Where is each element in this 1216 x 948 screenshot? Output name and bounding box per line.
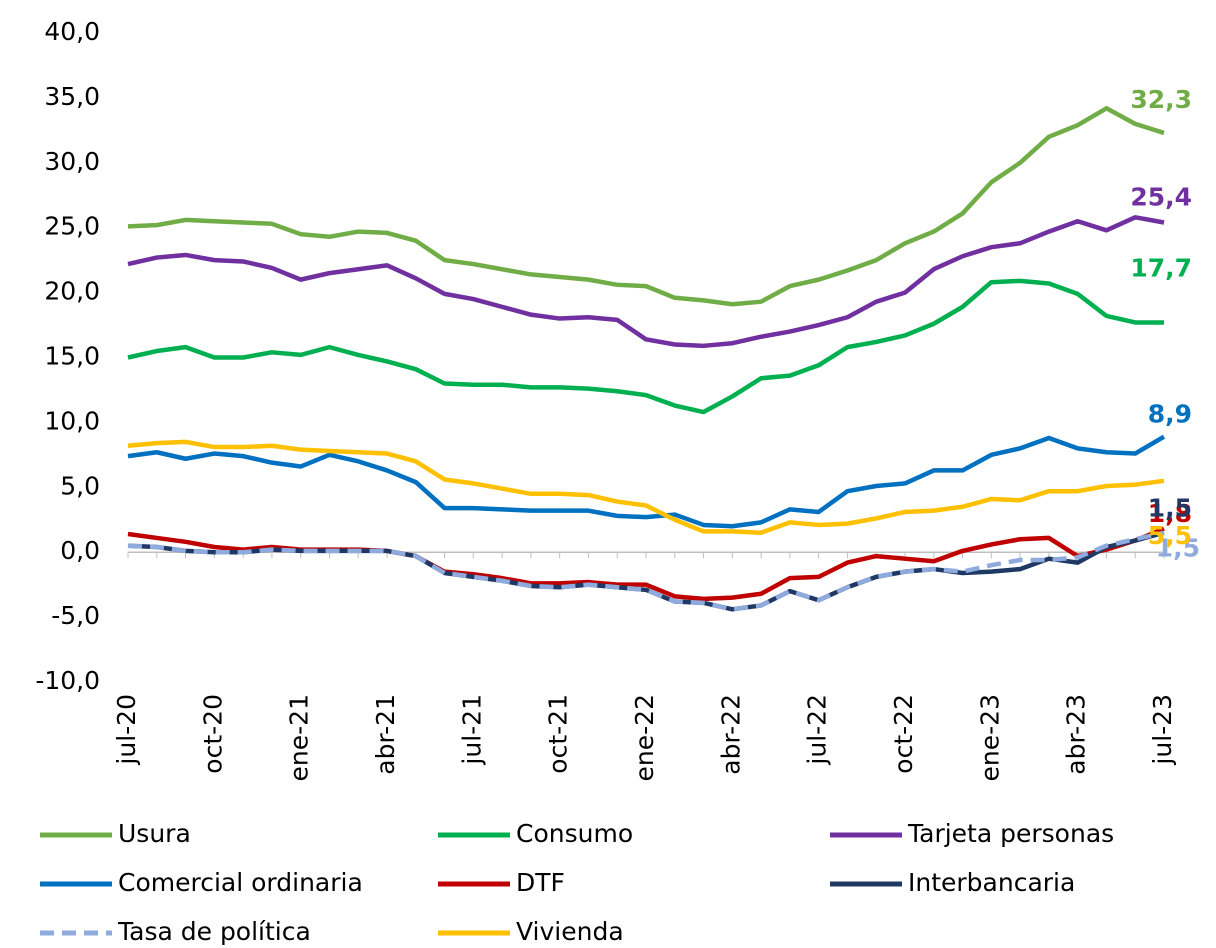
series-line — [127, 106, 1165, 307]
x-tick-label: oct-20 — [198, 694, 227, 774]
data-label: 1,5 — [1156, 534, 1200, 563]
x-tick-label: ene-21 — [285, 694, 314, 781]
series-line — [127, 530, 1165, 612]
x-tick-label: abr-22 — [716, 694, 745, 775]
legend-label: Comercial ordinaria — [118, 868, 363, 897]
x-tick-label: jul-22 — [803, 694, 832, 766]
legend-label: Tasa de política — [117, 917, 311, 946]
x-tick-label: jul-23 — [1148, 694, 1177, 766]
legend-label: Vivienda — [516, 917, 624, 946]
series-line — [127, 439, 1165, 535]
data-label: 25,4 — [1130, 183, 1192, 212]
data-label: 1,8 — [1148, 499, 1192, 528]
legend-label: Interbancaria — [908, 868, 1075, 897]
y-tick-label: -5,0 — [51, 601, 100, 630]
data-label: 8,9 — [1148, 400, 1192, 429]
data-label: 5,5 — [1148, 521, 1192, 550]
y-tick-label: -10,0 — [35, 666, 100, 695]
y-tick-label: 15,0 — [44, 342, 100, 371]
y-tick-label: 40,0 — [44, 17, 100, 46]
x-tick-label: ene-22 — [630, 694, 659, 781]
legend-label: Consumo — [516, 819, 633, 848]
y-tick-label: 5,0 — [60, 471, 100, 500]
x-tick-label: jul-20 — [112, 694, 141, 766]
series-line — [127, 215, 1165, 349]
data-label: 32,3 — [1130, 85, 1192, 114]
data-label: 1,5 — [1148, 494, 1192, 523]
series-line — [127, 530, 1165, 612]
x-tick-label: oct-21 — [544, 694, 573, 774]
y-tick-label: 20,0 — [44, 277, 100, 306]
legend-label: DTF — [516, 868, 565, 897]
x-tick-label: abr-23 — [1062, 694, 1091, 775]
y-tick-label: 10,0 — [44, 406, 100, 435]
series-line — [127, 434, 1166, 529]
x-tick-label: jul-21 — [457, 694, 486, 766]
x-tick-label: oct-22 — [889, 694, 918, 774]
series-line — [127, 278, 1164, 415]
x-tick-label: abr-21 — [371, 694, 400, 775]
y-tick-label: 25,0 — [44, 212, 100, 241]
x-tick-label: ene-23 — [975, 694, 1004, 781]
legend-label: Tarjeta personas — [907, 819, 1114, 848]
y-tick-label: 30,0 — [44, 147, 100, 176]
y-tick-label: 35,0 — [44, 82, 100, 111]
legend-label: Usura — [118, 819, 191, 848]
data-label: 17,7 — [1130, 253, 1192, 282]
y-tick-label: 0,0 — [60, 536, 100, 565]
